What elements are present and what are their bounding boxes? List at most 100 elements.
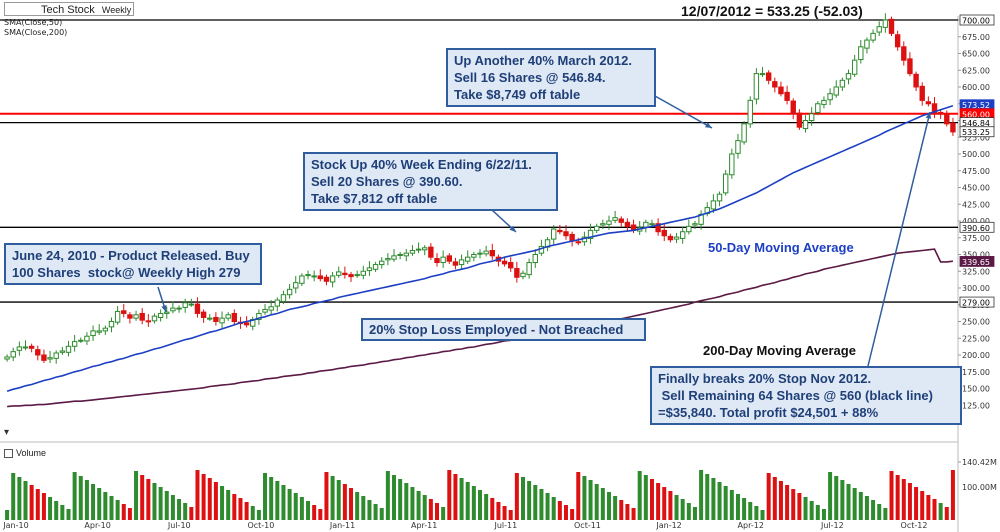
candle-body <box>729 153 735 176</box>
candle-body <box>716 193 723 202</box>
arrow-up-40-2012 <box>654 95 713 129</box>
arrow-final-break-head <box>925 112 932 119</box>
volume-bar <box>883 508 888 520</box>
volume-bar <box>41 493 46 520</box>
volume-bar <box>299 497 304 520</box>
candle-body <box>827 93 833 101</box>
volume-bar <box>539 489 544 520</box>
candle-body <box>901 46 907 61</box>
volume-bar <box>785 485 790 520</box>
collapse-arrow-icon[interactable]: ▾ <box>4 427 10 438</box>
volume-legend[interactable]: Volume <box>4 448 46 459</box>
volume-bar <box>742 498 747 520</box>
candle-body <box>557 229 563 233</box>
volume-bar <box>306 501 311 520</box>
volume-bar <box>656 483 661 520</box>
y-tick-label: 125.00 <box>962 401 990 410</box>
volume-bar <box>778 481 783 520</box>
volume-bar <box>637 471 642 520</box>
volume-bar <box>23 481 28 520</box>
candle-body <box>305 274 311 277</box>
candle-body <box>808 113 815 122</box>
volume-bar <box>60 505 65 520</box>
volume-bar <box>441 507 446 520</box>
volume-bar <box>146 479 151 520</box>
volume-bar <box>852 488 857 520</box>
volume-bar <box>944 507 949 520</box>
candle-body <box>213 316 219 323</box>
volume-bar <box>576 472 581 520</box>
volume-bar <box>840 480 845 520</box>
volume-bar <box>520 477 525 520</box>
candle-body <box>870 32 876 41</box>
volume-bar <box>453 474 458 520</box>
volume-bar <box>809 501 814 520</box>
candle-body <box>624 221 631 227</box>
candle-body <box>888 18 895 34</box>
candle-body <box>606 220 612 225</box>
volume-bar <box>662 487 667 520</box>
volume-bar <box>189 507 194 520</box>
volume-bar <box>748 502 753 520</box>
candle-body <box>90 330 96 337</box>
candle-body <box>759 73 766 76</box>
volume-bar <box>877 504 882 520</box>
candle-body <box>593 225 600 231</box>
candle-body <box>501 260 508 265</box>
volume-bar <box>410 487 415 520</box>
candle-body <box>600 223 606 226</box>
volume-bar <box>48 497 53 520</box>
volume-bar <box>772 477 777 520</box>
candle-body <box>385 258 391 261</box>
volume-bar <box>287 489 292 520</box>
candle-body <box>243 322 250 326</box>
y-tick-label: 675.00 <box>962 33 990 42</box>
candle-body <box>851 59 858 75</box>
ma200-line <box>7 248 953 408</box>
price-flag-label: 339.65 <box>962 258 990 267</box>
volume-bar <box>361 496 366 520</box>
x-tick-label: Jan-11 <box>329 521 355 530</box>
candle-body <box>514 268 520 278</box>
volume-bar <box>735 494 740 520</box>
volume-toggle-icon[interactable] <box>4 449 13 459</box>
candle-body <box>931 103 938 115</box>
candle-body <box>655 223 661 233</box>
candle-body <box>114 310 121 323</box>
volume-bar <box>570 509 575 520</box>
candle-body <box>372 264 379 270</box>
volume-bar <box>17 477 22 520</box>
candle-body <box>452 261 459 266</box>
y-tick-label: 325.00 <box>962 267 990 276</box>
volume-bar <box>201 474 206 520</box>
y-tick-label: 600.00 <box>962 83 990 92</box>
annotation-final-break: Finally breaks 20% Stop Nov 2012. Sell R… <box>650 366 962 425</box>
annotation-up-40-2012: Up Another 40% March 2012. Sell 16 Share… <box>446 48 656 107</box>
y-tick-label: 175.00 <box>962 368 990 377</box>
volume-bar <box>858 492 863 520</box>
candle-body <box>692 223 698 226</box>
x-tick-label: Apr-11 <box>411 521 437 530</box>
volume-bar <box>502 506 507 520</box>
volume-bar <box>926 495 931 520</box>
volume-bar <box>699 470 704 520</box>
volume-bar <box>821 509 826 520</box>
volume-bar <box>367 500 372 520</box>
volume-bar <box>66 509 71 520</box>
price-quote: 12/07/2012 = 533.25 (-52.03) <box>681 3 863 19</box>
candle-body <box>710 200 717 210</box>
candle-body <box>667 235 674 241</box>
volume-bar <box>54 501 59 520</box>
candle-body <box>784 91 790 101</box>
volume-bar <box>5 510 10 520</box>
x-tick-label: Oct-12 <box>901 521 928 530</box>
candle-body <box>280 294 287 302</box>
y-tick-label: 450.00 <box>962 184 990 193</box>
y-tick-label: 250.00 <box>962 318 990 327</box>
price-flag-label: 390.60 <box>962 224 990 233</box>
volume-bar <box>914 487 919 520</box>
chart-title-box[interactable]: Tech Stock Weekly <box>4 2 134 16</box>
candle-body <box>293 282 299 289</box>
x-tick-label: Oct-11 <box>574 521 601 530</box>
candle-body <box>858 46 864 61</box>
